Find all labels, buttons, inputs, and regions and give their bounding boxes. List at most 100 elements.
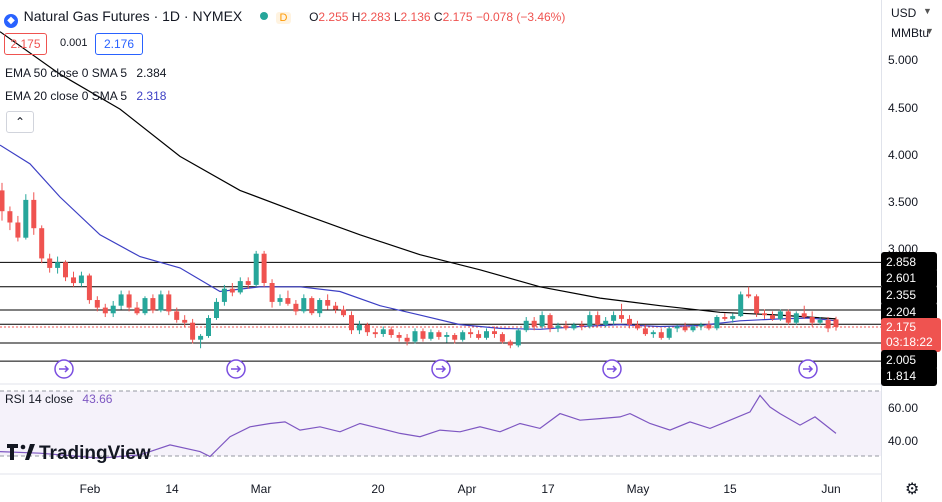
event-marker-icon[interactable] bbox=[798, 359, 818, 379]
symbol-logo-icon[interactable]: ◆ bbox=[4, 14, 18, 28]
candle-body bbox=[206, 318, 211, 336]
candle bbox=[110, 300, 116, 318]
price-axis[interactable] bbox=[881, 0, 942, 502]
candle bbox=[563, 320, 569, 331]
candle bbox=[706, 320, 712, 331]
candle bbox=[492, 326, 497, 338]
candle bbox=[237, 277, 243, 295]
candle-body bbox=[690, 326, 696, 331]
event-marker-icon[interactable] bbox=[602, 359, 622, 379]
candle-body bbox=[777, 311, 783, 319]
candle-body bbox=[714, 317, 720, 329]
time-axis[interactable]: Feb 14 Mar 20 Apr 17 May 15 Jun bbox=[80, 482, 841, 496]
collapse-legend-button[interactable]: ⌃ bbox=[6, 111, 34, 133]
candle-body bbox=[436, 332, 442, 337]
candle bbox=[364, 322, 370, 336]
candle-body bbox=[182, 319, 188, 323]
candle bbox=[539, 311, 545, 329]
candle bbox=[31, 192, 37, 235]
candle bbox=[102, 303, 108, 318]
price-tick: 4.500 bbox=[888, 101, 919, 115]
candle-body bbox=[349, 315, 354, 331]
candle-body bbox=[110, 305, 116, 314]
candle-body bbox=[460, 332, 466, 340]
high-label: H bbox=[351, 10, 361, 24]
candle bbox=[229, 283, 235, 297]
candle-body bbox=[627, 318, 632, 325]
ema20-legend[interactable]: EMA 20 close 0 SMA 5 2.318 bbox=[5, 89, 166, 103]
ema50-legend[interactable]: EMA 50 close 0 SMA 5 2.384 bbox=[5, 66, 166, 80]
chevron-down-icon[interactable]: ▼ bbox=[923, 6, 932, 16]
candle-body bbox=[833, 319, 839, 327]
candle bbox=[412, 328, 418, 344]
candle-body bbox=[523, 320, 529, 331]
level-label: 1.814 bbox=[881, 366, 937, 386]
candle-body bbox=[412, 331, 418, 342]
candle-body bbox=[642, 328, 648, 335]
candle-body bbox=[341, 309, 346, 316]
candle bbox=[55, 256, 61, 274]
event-marker-icon[interactable] bbox=[226, 359, 246, 379]
candle bbox=[650, 330, 656, 338]
candle bbox=[15, 215, 21, 242]
candle bbox=[396, 332, 402, 342]
candle bbox=[404, 334, 410, 346]
candle-body bbox=[0, 190, 5, 212]
candle bbox=[341, 305, 346, 318]
candle bbox=[0, 182, 5, 221]
candle bbox=[452, 333, 458, 344]
candle bbox=[476, 330, 482, 340]
candle-body bbox=[539, 315, 545, 327]
event-marker-icon[interactable] bbox=[54, 359, 74, 379]
candle bbox=[182, 315, 188, 327]
candle bbox=[722, 313, 728, 321]
candle bbox=[484, 328, 489, 340]
d-badge[interactable]: D bbox=[275, 12, 292, 24]
candle bbox=[356, 320, 362, 335]
high-value: 2.283 bbox=[360, 10, 391, 24]
candle bbox=[674, 324, 680, 333]
currency-label[interactable]: USD bbox=[891, 6, 917, 20]
candle-body bbox=[571, 324, 577, 329]
candle bbox=[801, 305, 807, 319]
chevron-down-icon[interactable]: ▼ bbox=[925, 26, 934, 36]
change-value: −0.078 (−3.46%) bbox=[475, 10, 566, 24]
candle-body bbox=[364, 324, 370, 333]
candle-body bbox=[118, 294, 124, 306]
candle-body bbox=[39, 228, 45, 259]
rsi-legend[interactable]: RSI 14 close 43.66 bbox=[5, 392, 112, 406]
candle bbox=[770, 311, 775, 321]
candle bbox=[388, 326, 394, 338]
sell-button[interactable]: 2.175 bbox=[4, 33, 47, 55]
buy-button[interactable]: 2.176 bbox=[95, 33, 143, 55]
settings-gear-icon[interactable]: ⚙ bbox=[905, 481, 920, 498]
event-marker-icon[interactable] bbox=[431, 359, 451, 379]
candle-body bbox=[507, 341, 513, 346]
level-label: 2.005 bbox=[881, 350, 937, 370]
candle-body bbox=[15, 222, 21, 238]
candle-body bbox=[809, 317, 815, 323]
low-value: 2.136 bbox=[400, 10, 431, 24]
unit-label[interactable]: MMBtu bbox=[891, 26, 930, 40]
candle-body bbox=[245, 281, 251, 285]
candle bbox=[420, 328, 426, 342]
candle-body bbox=[388, 329, 394, 335]
candle bbox=[571, 322, 577, 331]
candle-body bbox=[102, 307, 108, 314]
open-label: O bbox=[309, 10, 319, 24]
candle-body bbox=[269, 283, 275, 302]
candle bbox=[428, 329, 434, 341]
candle bbox=[825, 317, 831, 333]
candle-body bbox=[531, 320, 537, 327]
candle-body bbox=[301, 298, 307, 312]
candle-body bbox=[261, 253, 267, 283]
candle bbox=[277, 294, 283, 306]
event-markers[interactable] bbox=[54, 359, 818, 379]
time-label: 15 bbox=[723, 482, 737, 496]
candle bbox=[333, 301, 339, 314]
candle-body bbox=[78, 275, 84, 284]
candle bbox=[39, 225, 45, 264]
symbol-title[interactable]: Natural Gas Futures · 1D · NYMEX bbox=[23, 8, 243, 24]
candle bbox=[785, 309, 791, 325]
